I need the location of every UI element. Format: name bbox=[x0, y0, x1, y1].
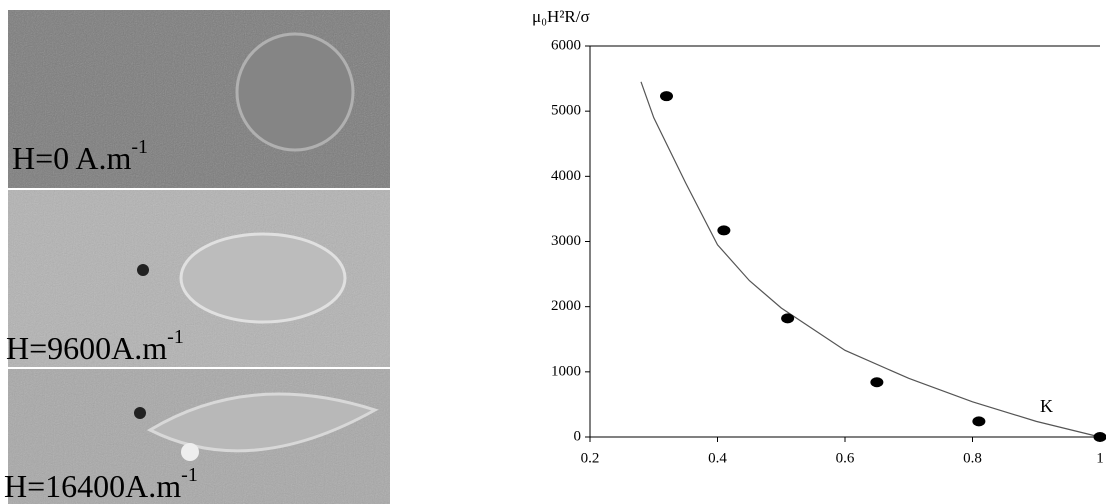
label-text: H=9600A.m bbox=[6, 330, 167, 366]
label-sup: -1 bbox=[131, 136, 148, 158]
particle bbox=[134, 407, 146, 419]
particle bbox=[137, 264, 149, 276]
label-text: H=0 A.m bbox=[12, 140, 132, 176]
x-tick-label: 0.2 bbox=[581, 450, 600, 466]
data-point bbox=[972, 416, 986, 427]
x-tick-label: 1 bbox=[1096, 450, 1104, 466]
panel-label: H=0 A.m-1 bbox=[12, 136, 148, 177]
y-tick-label: 3000 bbox=[551, 233, 581, 249]
data-point bbox=[717, 225, 731, 236]
y-tick-label: 1000 bbox=[551, 363, 581, 379]
label-sup: -1 bbox=[181, 464, 198, 486]
data-point bbox=[660, 91, 673, 102]
photos: H=0 A.m-1 H=9600A.m-1 H=16400A.m-1 bbox=[4, 10, 390, 504]
x-tick-label: 0.8 bbox=[963, 450, 982, 466]
y-tick-label: 0 bbox=[574, 428, 582, 444]
x-tick-label: 0.6 bbox=[836, 450, 855, 466]
y-axis-label: μ₀H²R/σ bbox=[532, 7, 590, 26]
x-axis-label: K bbox=[1040, 396, 1053, 416]
panel-label: H=16400A.m-1 bbox=[4, 464, 198, 504]
panel-label: H=9600A.m-1 bbox=[6, 326, 184, 367]
y-tick-label: 4000 bbox=[551, 168, 581, 184]
label-text: H=16400A.m bbox=[4, 468, 181, 504]
droplet bbox=[146, 392, 379, 453]
label-sup: -1 bbox=[167, 326, 184, 348]
y-tick-label: 2000 bbox=[551, 298, 581, 314]
data-point bbox=[870, 377, 884, 388]
y-tick-label: 5000 bbox=[551, 103, 581, 119]
droplet bbox=[179, 232, 347, 324]
fit-curve bbox=[640, 81, 1101, 438]
y-tick-label: 6000 bbox=[551, 37, 581, 53]
particle bbox=[181, 443, 199, 461]
x-tick-label: 0.4 bbox=[708, 450, 727, 466]
data-point bbox=[781, 313, 795, 324]
droplet bbox=[235, 32, 355, 152]
data-point bbox=[1093, 432, 1106, 442]
